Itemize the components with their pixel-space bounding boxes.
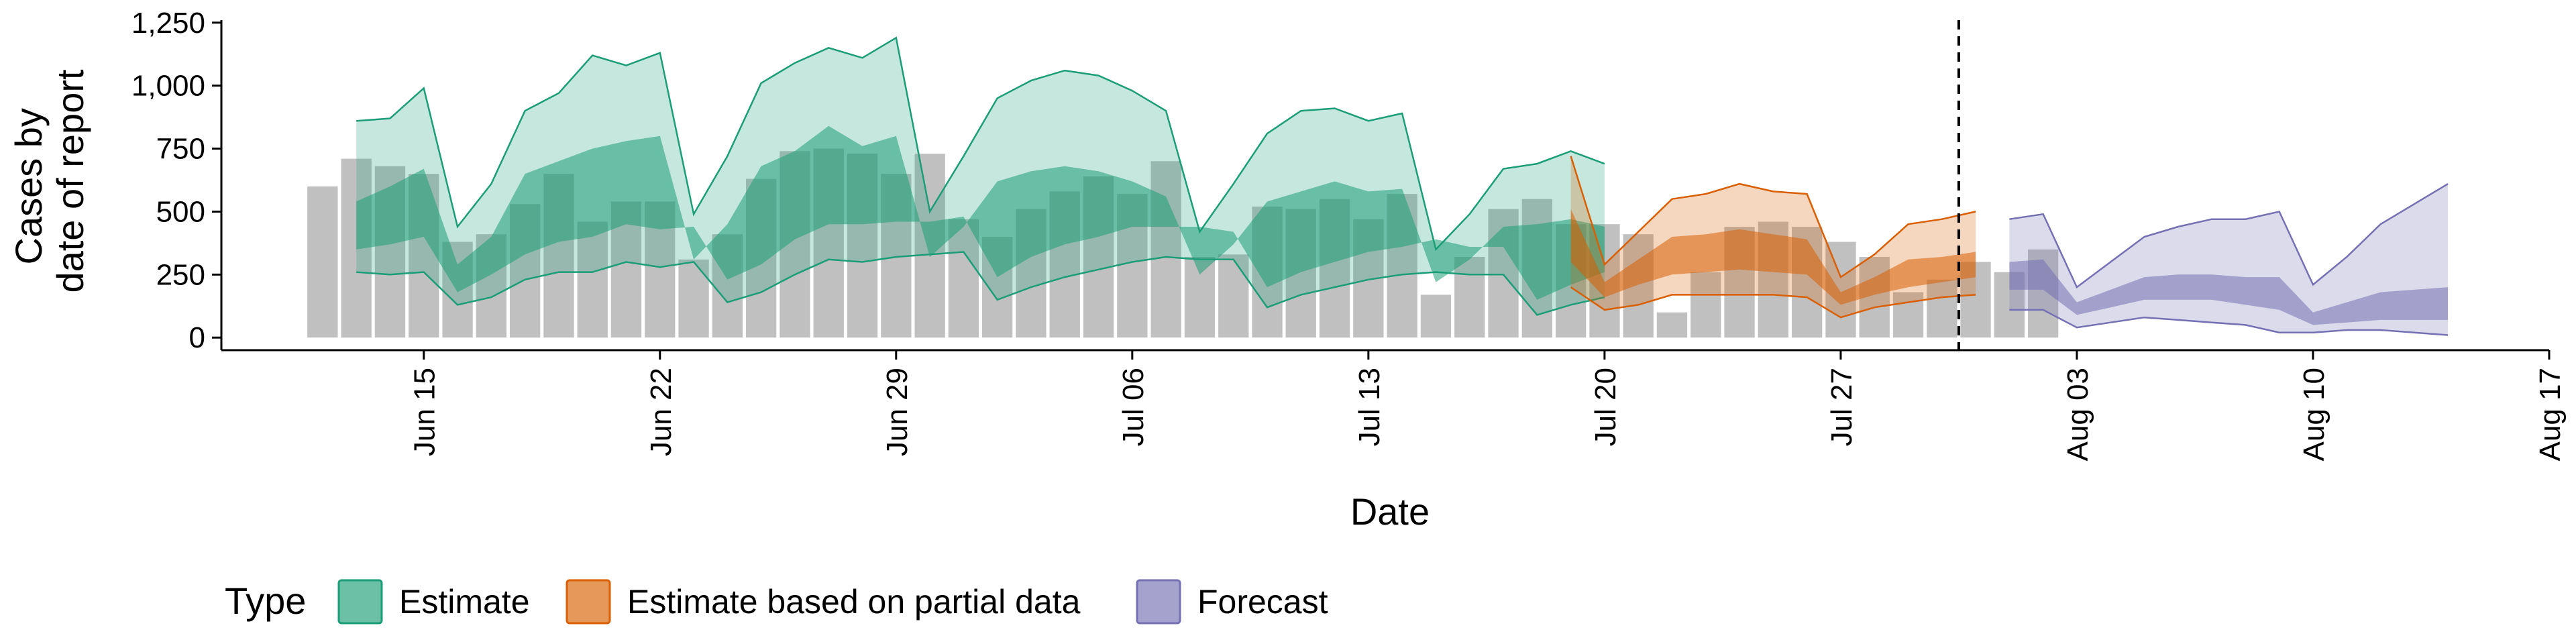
reported-cases-bar bbox=[577, 221, 608, 338]
legend-label-forecast: Forecast bbox=[1197, 583, 1328, 621]
y-tick-label: 0 bbox=[189, 321, 205, 354]
estimate-bands bbox=[356, 36, 2449, 336]
y-axis-title-line-1: Cases by bbox=[7, 108, 50, 264]
reported-cases-bar bbox=[1690, 272, 1721, 338]
x-tick-label: Jun 15 bbox=[409, 368, 441, 456]
legend-label-estimate-based-on-partial-data: Estimate based on partial data bbox=[627, 583, 1081, 621]
y-axis: 0 250 500 750 1,000 1,250 bbox=[131, 7, 223, 354]
estimate-inner-band bbox=[356, 125, 1605, 300]
legend-label-estimate: Estimate bbox=[399, 583, 530, 621]
reported-cases-bar bbox=[1218, 254, 1249, 338]
reported-cases-bar bbox=[341, 158, 372, 338]
x-axis: Jun 15 Jun 22 Jun 29 Jul 06 Jul 13 Jul 20 Jul … bbox=[221, 349, 2567, 461]
estimate-based-on-partial-data-inner-band bbox=[1570, 209, 1976, 305]
x-tick-label: Jun 22 bbox=[645, 368, 678, 456]
legend: Type Estimate Estimate based on partial d… bbox=[225, 579, 1328, 625]
reported-cases-bar bbox=[1454, 257, 1485, 338]
reported-cases-bar bbox=[307, 186, 338, 338]
legend-key-estimate-based-on-partial-data bbox=[566, 579, 611, 625]
legend-key-forecast bbox=[1136, 579, 1181, 625]
x-tick-label: Aug 10 bbox=[2298, 368, 2330, 461]
x-tick-label: Jul 06 bbox=[1117, 368, 1150, 446]
reported-cases-bar bbox=[1150, 161, 1181, 338]
estimate-based-on-partial-data-upper-line bbox=[1570, 156, 1976, 278]
x-axis-title: Date bbox=[1350, 490, 1430, 533]
reported-cases-bar bbox=[1927, 279, 1957, 338]
x-tick-label: Jun 29 bbox=[881, 368, 914, 456]
y-tick-label: 500 bbox=[156, 195, 205, 228]
estimate-based-on-partial-data-lower-line bbox=[1570, 286, 1976, 319]
x-tick-label: Aug 17 bbox=[2534, 368, 2567, 461]
x-tick-label: Aug 03 bbox=[2061, 368, 2094, 461]
estimate-lower-line bbox=[356, 251, 1605, 316]
forecast-inner-band bbox=[2009, 259, 2449, 325]
y-axis-title: Cases by date of report bbox=[7, 69, 91, 293]
reported-cases-bar bbox=[1420, 294, 1452, 338]
y-tick-label: 1,000 bbox=[131, 70, 205, 103]
legend-title: Type bbox=[225, 580, 306, 622]
y-tick-label: 1,250 bbox=[131, 7, 205, 40]
forecast-upper-line bbox=[2009, 183, 2449, 289]
reported-cases-bar bbox=[1656, 312, 1688, 338]
x-tick-label: Jul 27 bbox=[1825, 368, 1858, 446]
estimate-upper-line bbox=[356, 36, 1605, 252]
y-tick-label: 250 bbox=[156, 258, 205, 291]
x-tick-label: Jul 13 bbox=[1353, 368, 1386, 446]
reported-cases-bar bbox=[678, 259, 709, 338]
y-axis-title-line-2: date of report bbox=[49, 69, 91, 293]
forecast-lower-line bbox=[2009, 309, 2449, 336]
y-tick-label: 750 bbox=[156, 133, 205, 166]
reported-cases-bar bbox=[1892, 292, 1924, 338]
legend-key-estimate bbox=[337, 579, 383, 625]
reported-cases-bar bbox=[948, 219, 979, 338]
x-tick-label: Jul 20 bbox=[1589, 368, 1622, 446]
